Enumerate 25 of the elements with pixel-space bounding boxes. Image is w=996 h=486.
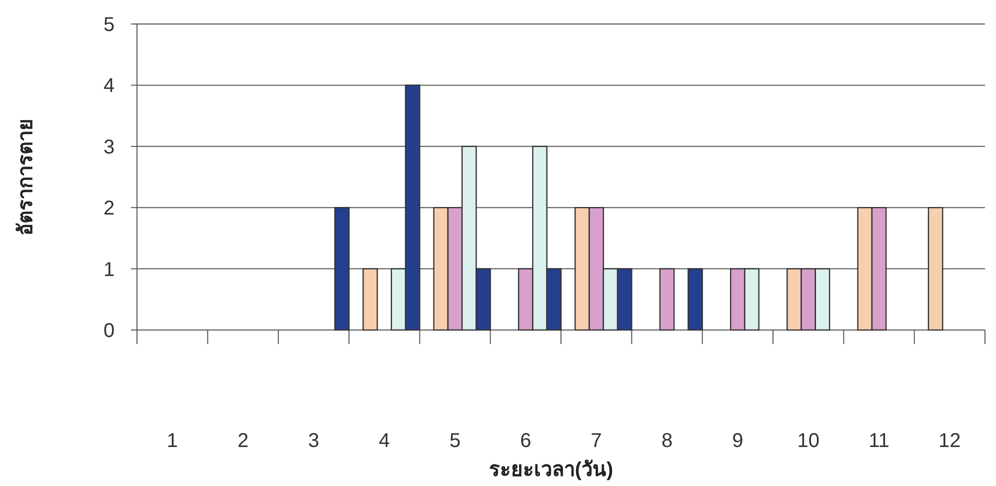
- x-tick-label: 12: [938, 430, 961, 452]
- x-tick-label: 1: [166, 430, 178, 452]
- bar: [362, 268, 378, 331]
- bar: [659, 268, 675, 331]
- x-tick-label: 9: [732, 430, 744, 452]
- x-tick-label: 4: [378, 430, 390, 452]
- bar: [928, 207, 944, 331]
- x-tick-label: 7: [590, 430, 602, 452]
- x-tick-label: 11: [868, 430, 890, 452]
- x-tick-label: 5: [449, 430, 461, 452]
- x-tick-label: 6: [520, 430, 532, 452]
- x-tick-label: 3: [308, 430, 320, 452]
- bar: [688, 268, 703, 331]
- y-tick-label: 1: [103, 258, 115, 281]
- y-tick-label: 4: [103, 75, 115, 98]
- x-tick-label: 8: [661, 430, 673, 452]
- y-tick-label: 0: [103, 320, 115, 342]
- x-axis-title: ระยะเวลา(วัน): [488, 459, 614, 481]
- y-tick-label: 5: [103, 14, 115, 36]
- x-tick-label: 10: [797, 430, 820, 452]
- y-axis-title: อัตราการตาย: [15, 118, 37, 236]
- y-tick-label: 2: [103, 198, 115, 220]
- y-tick-label: 3: [103, 136, 115, 158]
- bar: [334, 207, 350, 331]
- x-tick-label: 2: [237, 430, 249, 452]
